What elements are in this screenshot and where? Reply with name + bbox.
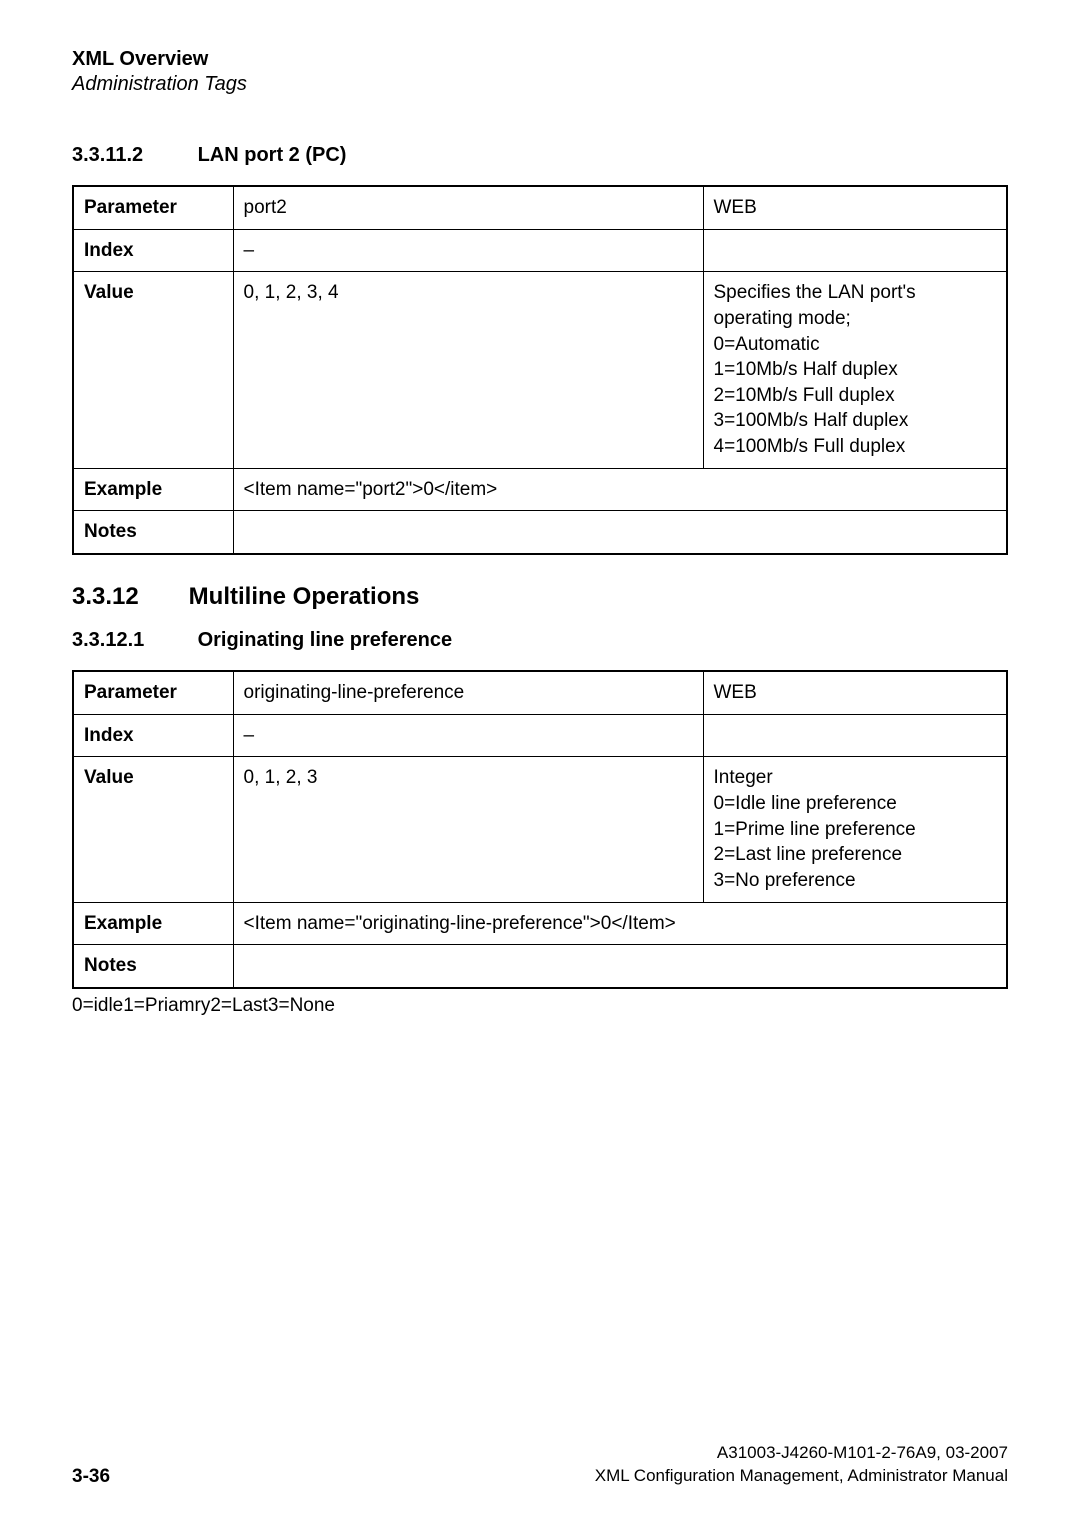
- section-number: 3.3.11.2: [72, 144, 192, 167]
- page-number: 3-36: [72, 1466, 110, 1488]
- section-number: 3.3.12: [72, 583, 182, 611]
- table-row: Index –: [73, 229, 1007, 272]
- table-row: Parameter port2 WEB: [73, 186, 1007, 229]
- section-heading-originating-line-preference: 3.3.12.1 Originating line preference: [72, 629, 1008, 652]
- section-heading-multiline-operations: 3.3.12 Multiline Operations: [72, 583, 1008, 611]
- section-heading-lan-port-2: 3.3.11.2 LAN port 2 (PC): [72, 144, 1008, 167]
- table-row: Value 0, 1, 2, 3 Integer 0=Idle line pre…: [73, 757, 1007, 902]
- cell-value: originating-line-preference: [233, 671, 703, 714]
- page-header: XML Overview Administration Tags: [72, 48, 1008, 96]
- footer-doc-id: A31003-J4260-M101-2-76A9, 03-2007: [595, 1442, 1008, 1465]
- table-originating-line-preference: Parameter originating-line-preference WE…: [72, 670, 1008, 989]
- row-label: Notes: [73, 511, 233, 554]
- cell-value: WEB: [703, 671, 1007, 714]
- table-row: Parameter originating-line-preference WE…: [73, 671, 1007, 714]
- table-row: Notes: [73, 511, 1007, 554]
- cell-value: [233, 511, 1007, 554]
- cell-value: 0, 1, 2, 3: [233, 757, 703, 902]
- cell-value: port2: [233, 186, 703, 229]
- row-label: Example: [73, 902, 233, 945]
- page-title: XML Overview: [72, 48, 1008, 71]
- text-after-table: 0=idle1=Priamry2=Last3=None: [72, 995, 1008, 1017]
- row-label: Parameter: [73, 671, 233, 714]
- cell-value: Integer 0=Idle line preference 1=Prime l…: [703, 757, 1007, 902]
- row-label: Value: [73, 757, 233, 902]
- table-row: Notes: [73, 945, 1007, 988]
- cell-value: 0, 1, 2, 3, 4: [233, 272, 703, 468]
- cell-value: <Item name="port2">0</item>: [233, 468, 1007, 511]
- footer-doc-info: A31003-J4260-M101-2-76A9, 03-2007 XML Co…: [595, 1442, 1008, 1488]
- cell-value: [703, 714, 1007, 757]
- cell-value: –: [233, 714, 703, 757]
- cell-value: Specifies the LAN port's operating mode;…: [703, 272, 1007, 468]
- table-row: Example <Item name="port2">0</item>: [73, 468, 1007, 511]
- page-subtitle: Administration Tags: [72, 73, 1008, 96]
- cell-value: [703, 229, 1007, 272]
- row-label: Index: [73, 229, 233, 272]
- section-number: 3.3.12.1: [72, 629, 192, 652]
- table-row: Value 0, 1, 2, 3, 4 Specifies the LAN po…: [73, 272, 1007, 468]
- row-label: Example: [73, 468, 233, 511]
- page-footer: 3-36 A31003-J4260-M101-2-76A9, 03-2007 X…: [72, 1442, 1008, 1488]
- row-label: Notes: [73, 945, 233, 988]
- row-label: Parameter: [73, 186, 233, 229]
- table-lan-port-2: Parameter port2 WEB Index – Value 0, 1, …: [72, 185, 1008, 555]
- table-row: Example <Item name="originating-line-pre…: [73, 902, 1007, 945]
- section-title: Multiline Operations: [189, 583, 420, 610]
- cell-value: –: [233, 229, 703, 272]
- cell-value: [233, 945, 1007, 988]
- table-row: Index –: [73, 714, 1007, 757]
- row-label: Index: [73, 714, 233, 757]
- cell-value: <Item name="originating-line-preference"…: [233, 902, 1007, 945]
- footer-doc-title: XML Configuration Management, Administra…: [595, 1465, 1008, 1488]
- section-title: LAN port 2 (PC): [198, 144, 347, 166]
- section-title: Originating line preference: [198, 629, 453, 651]
- row-label: Value: [73, 272, 233, 468]
- cell-value: WEB: [703, 186, 1007, 229]
